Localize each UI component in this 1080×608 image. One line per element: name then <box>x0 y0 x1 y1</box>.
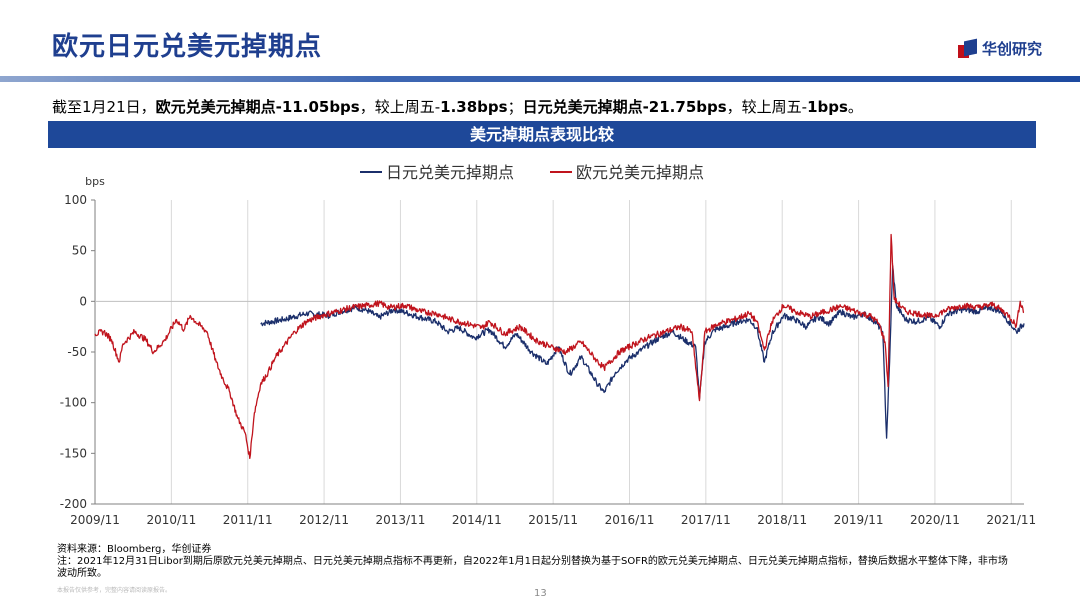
x-tick-label: 2017/11 <box>681 513 731 527</box>
summary-part: 。 <box>847 98 863 116</box>
title-divider <box>0 76 1080 82</box>
series-line <box>94 233 1025 460</box>
x-tick-label: 2020/11 <box>910 513 960 527</box>
legend-label: 欧元兑美元掉期点 <box>576 163 704 182</box>
source-note: 资料来源：Bloomberg，华创证券 <box>57 544 212 555</box>
summary-jpy-value: 日元兑美元掉期点-21.75bps <box>522 98 727 116</box>
y-tick-label: -200 <box>60 497 87 511</box>
x-tick-label: 2016/11 <box>605 513 655 527</box>
footnote: 注：2021年12月31日Libor到期后原欧元兑美元掉期点、日元兑美元掉期点指… <box>57 556 1008 579</box>
x-tick-label: 2011/11 <box>223 513 273 527</box>
x-tick-label: 2009/11 <box>70 513 120 527</box>
summary-eur-change: 1.38bps <box>440 98 508 116</box>
y-tick-label: -100 <box>60 396 87 410</box>
x-tick-label: 2018/11 <box>757 513 807 527</box>
logo-icon <box>957 38 978 58</box>
x-tick-label: 2021/11 <box>986 513 1036 527</box>
legend-label: 日元兑美元掉期点 <box>386 163 514 182</box>
x-tick-label: 2015/11 <box>528 513 578 527</box>
swap-points-chart: 2009/11 2010/11 2011/11 2012/11 2013/11 2014/… <box>60 163 1036 527</box>
y-tick-label: -50 <box>67 345 87 359</box>
summary-part: ，较上周五- <box>726 98 808 116</box>
y-tick-label: -150 <box>60 446 87 460</box>
x-tick-label: 2014/11 <box>452 513 502 527</box>
summary-eur-value: 欧元兑美元掉期点-11.05bps <box>155 98 360 116</box>
y-axis-label: bps <box>85 175 105 188</box>
summary-part: 截至1月21日， <box>52 98 156 116</box>
x-tick-label: 2012/11 <box>299 513 349 527</box>
summary-part: ，较上周五- <box>359 98 441 116</box>
x-tick-label: 2010/11 <box>146 513 196 527</box>
x-tick-label: 2013/11 <box>376 513 426 527</box>
summary-text: 截至1月21日，欧元兑美元掉期点-11.05bps，较上周五-1.38bps；日… <box>52 96 863 117</box>
series-line <box>260 265 1025 439</box>
page-number: 13 <box>534 588 547 599</box>
chart-banner: 美元掉期点表现比较 <box>48 121 1036 148</box>
page-title: 欧元日元兑美元掉期点 <box>52 32 323 62</box>
summary-part: ； <box>507 98 523 116</box>
company-logo: 华创研究 <box>957 38 1042 59</box>
y-tick-label: 100 <box>64 193 87 207</box>
logo-text: 华创研究 <box>981 40 1042 58</box>
y-tick-label: 0 <box>79 294 87 308</box>
x-tick-label: 2019/11 <box>834 513 884 527</box>
disclaimer: 本报告仅供参考，完整内容请阅读原报告。 <box>57 587 172 594</box>
summary-jpy-change: 1bps <box>807 98 848 116</box>
y-tick-label: 50 <box>72 244 87 258</box>
